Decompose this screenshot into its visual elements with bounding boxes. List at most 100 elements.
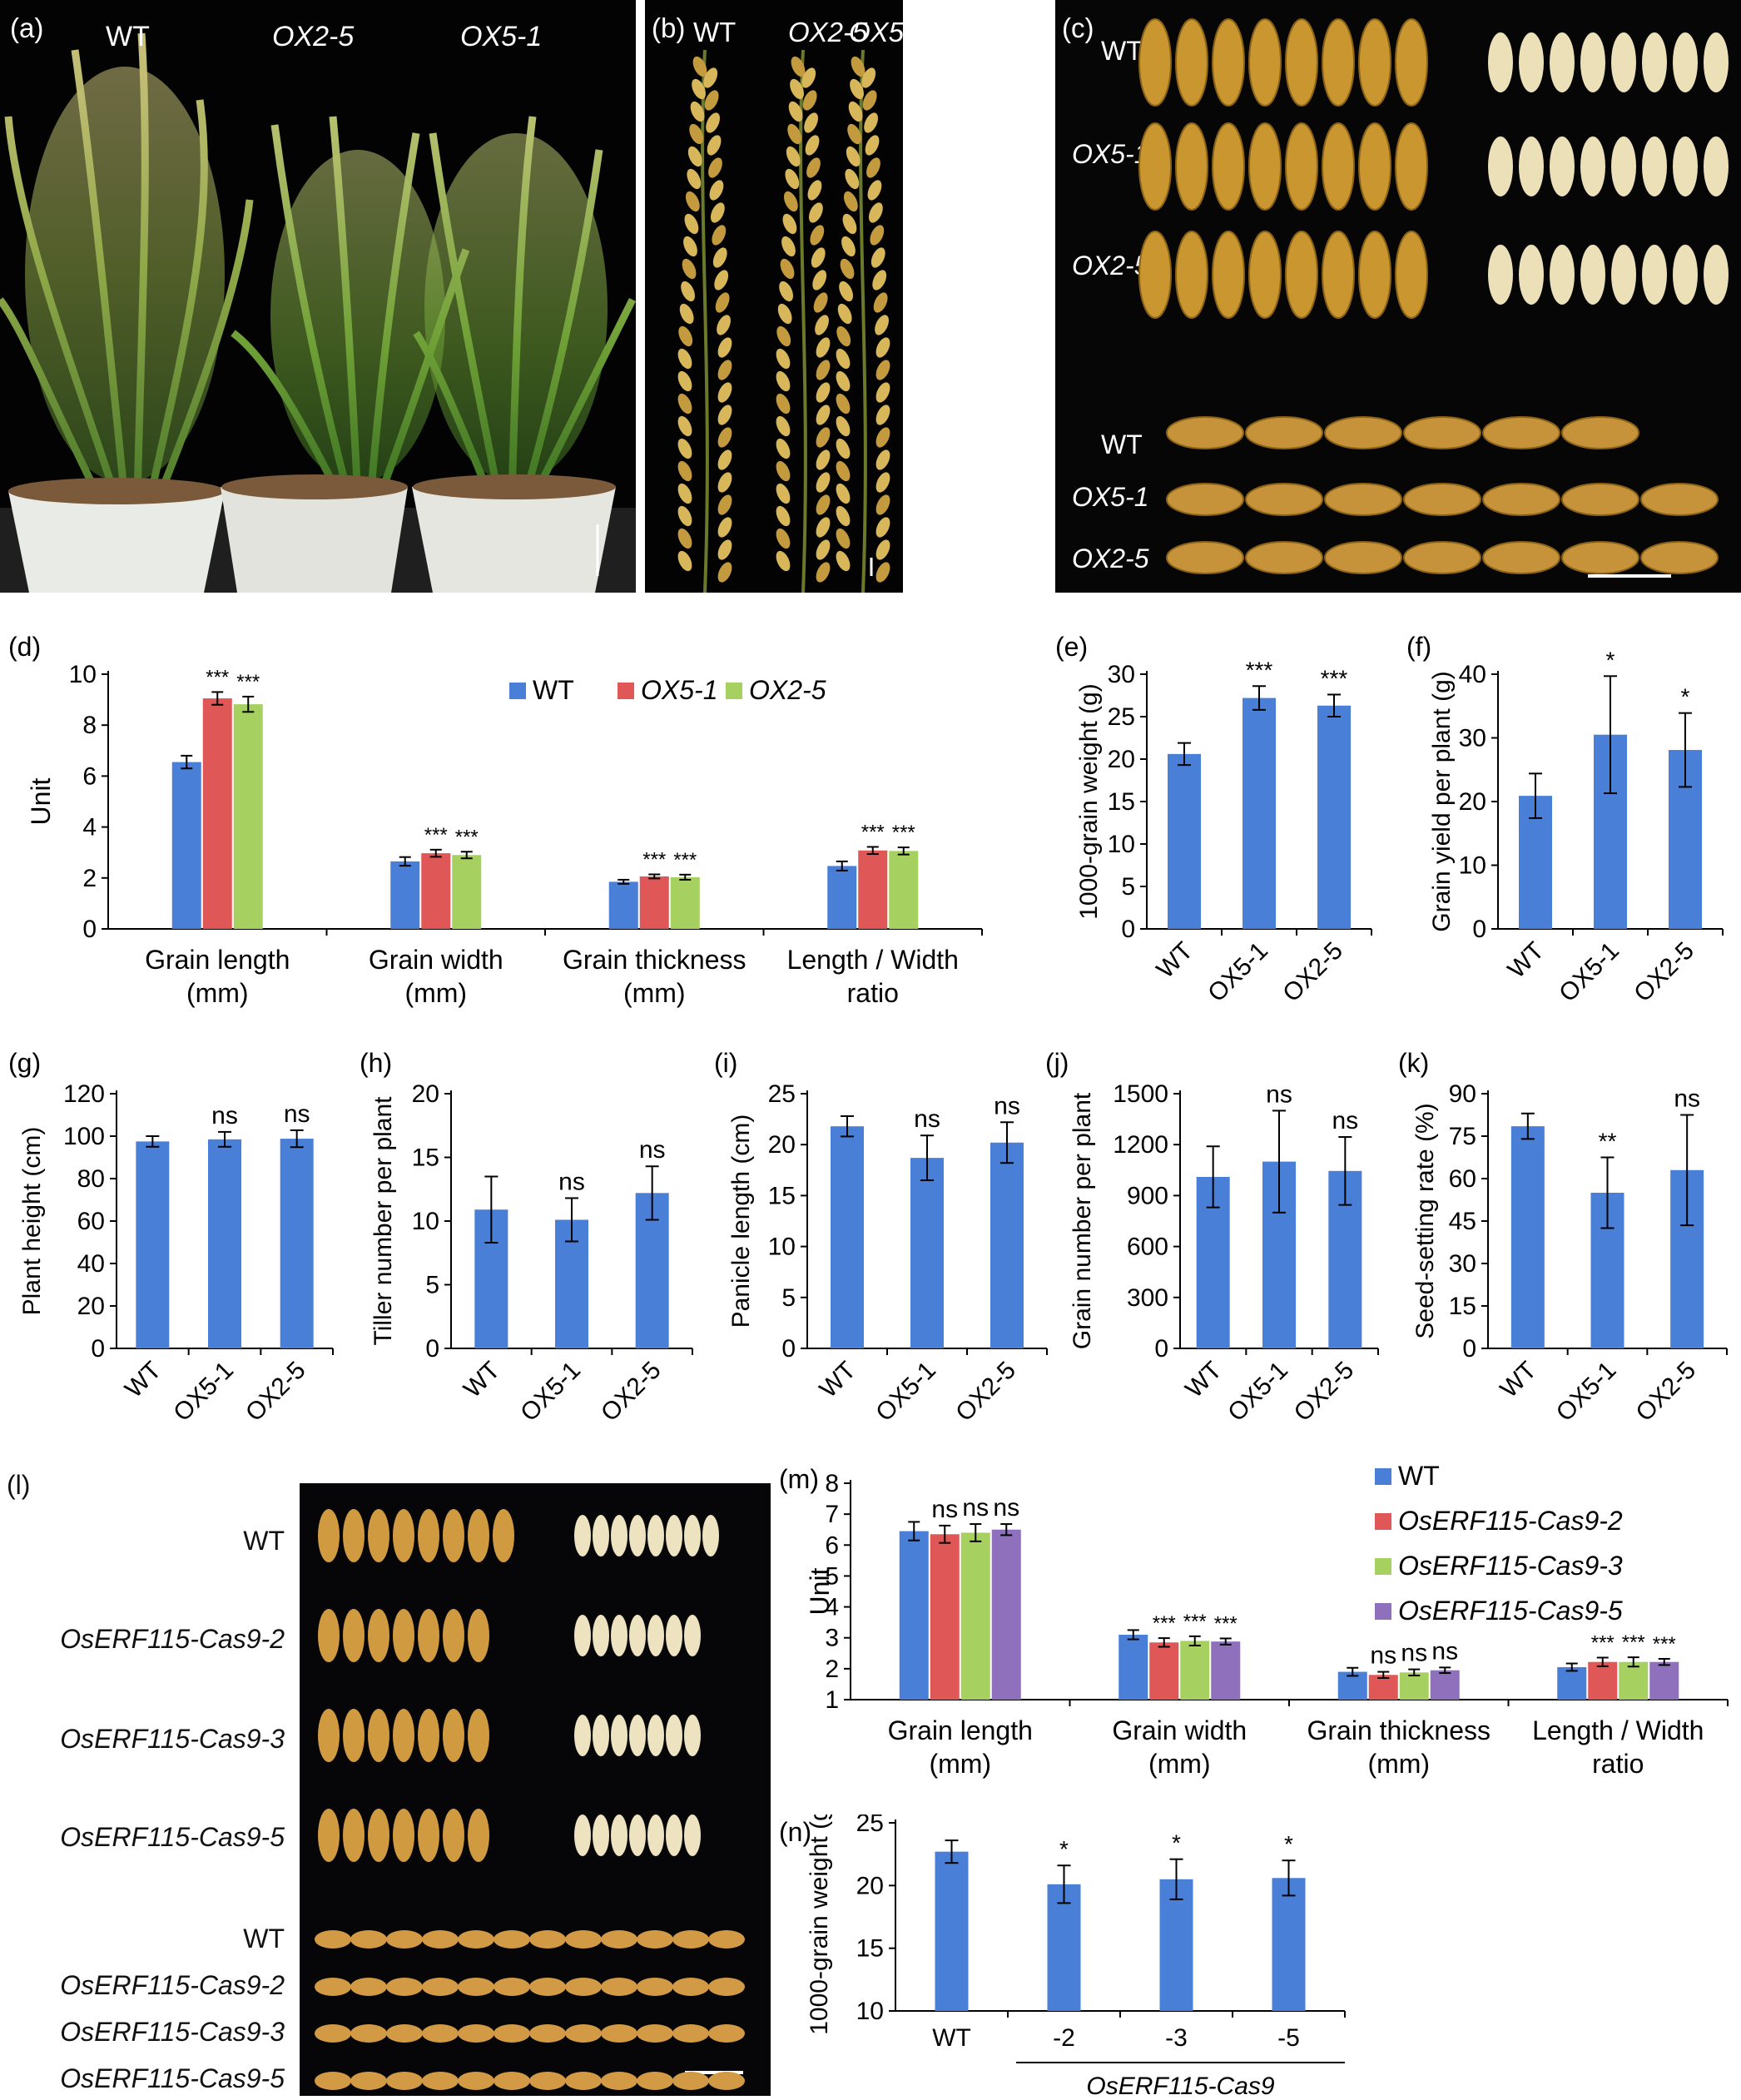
paddy-grain	[493, 1509, 514, 1562]
significance-label: ns	[1370, 1642, 1396, 1670]
y-tick-label: 90	[1449, 1080, 1476, 1108]
paddy-grain	[1212, 18, 1245, 107]
paddy-grain	[1358, 122, 1391, 211]
panicles-photo: (b) WT OX2-5 OX5-1	[652, 12, 903, 593]
grain	[717, 494, 732, 515]
side-grain	[458, 2024, 494, 2043]
grain	[802, 90, 817, 111]
grain	[785, 168, 800, 190]
significance-label: ***	[642, 849, 666, 871]
x-tick-label: -5	[1277, 2024, 1300, 2052]
y-tick-label: 0	[82, 916, 97, 943]
grain	[816, 360, 831, 380]
paddy-grain	[468, 1709, 489, 1762]
side-grain	[422, 2024, 459, 2043]
paddy-grain	[343, 1609, 365, 1662]
paddy-grain	[1395, 18, 1428, 107]
side-grain	[422, 1930, 459, 1949]
grain	[717, 382, 732, 403]
grain	[865, 135, 880, 156]
y-tick-label: 40	[77, 1250, 105, 1278]
paddy-grain	[418, 1809, 439, 1862]
panel-label: (f)	[1406, 632, 1431, 662]
x-tick-label: WT	[1152, 937, 1198, 984]
y-tick-label: 0	[425, 1335, 439, 1363]
grain	[776, 460, 791, 482]
brown-rice-grain	[1550, 245, 1575, 305]
grain	[805, 135, 820, 156]
brown-rice-grain	[611, 1715, 627, 1756]
x-tick-label: OX5-1	[1203, 937, 1273, 1008]
bar	[1272, 1878, 1306, 2011]
significance-label: ***	[236, 671, 260, 693]
y-tick-label: 60	[77, 1208, 105, 1235]
y-axis-label: Seed-setting rate (%)	[1411, 1103, 1439, 1338]
grain	[717, 337, 732, 358]
side-grain	[1324, 483, 1402, 516]
side-grain	[529, 1978, 566, 1996]
grain	[776, 483, 791, 504]
chart-h: (h) Tiller number per plant 0 5 10 15 20 WT ns OX…	[360, 1048, 693, 1425]
brown-rice-grain	[611, 1515, 627, 1556]
brown-rice-grain	[1611, 32, 1636, 92]
row-label: OsERF115-Cas9-5	[60, 2063, 285, 2093]
grain	[875, 405, 890, 425]
bar	[171, 762, 201, 929]
grain	[816, 562, 831, 583]
grain	[717, 427, 732, 448]
y-tick-label: 6	[825, 1532, 839, 1559]
grain	[692, 78, 706, 100]
side-grain	[637, 1930, 673, 1949]
brown-rice-grain	[1488, 32, 1513, 92]
grain	[704, 90, 719, 111]
brown-rice-grain	[574, 1815, 591, 1856]
row-label: OX2-5	[1072, 251, 1149, 280]
bar	[1557, 1667, 1587, 1700]
paddy-grain	[1322, 231, 1355, 319]
photo-panel-c: (c) WT OX5-1 OX2-5 WT OX5-1 OX2-5	[1055, 0, 1741, 593]
panicle-stem	[799, 49, 807, 593]
legend-entry: OsERF115-Cas9-2	[1398, 1506, 1623, 1536]
bar	[1619, 1661, 1649, 1700]
x-tick-label: (mm)	[623, 978, 686, 1008]
significance-label: ***	[673, 849, 697, 871]
bar	[280, 1139, 314, 1348]
side-grain	[601, 2024, 637, 2043]
grain	[812, 270, 827, 290]
y-tick-label: 80	[77, 1165, 105, 1193]
significance-label: ***	[455, 826, 479, 848]
grain	[677, 528, 692, 549]
paddy-grain	[368, 1709, 389, 1762]
bar	[202, 698, 232, 929]
x-tick-label: Grain thickness	[1307, 1715, 1491, 1745]
brown-rice-grain	[647, 1515, 664, 1556]
panel-label: (h)	[360, 1048, 392, 1078]
grain	[681, 280, 695, 302]
bar	[1149, 1642, 1179, 1700]
brown-rice-grain	[1642, 245, 1667, 305]
panel-label-c: (c)	[1062, 12, 1094, 43]
grain	[790, 78, 804, 100]
grain	[851, 56, 866, 77]
side-grain	[1166, 416, 1244, 449]
y-tick-label: 100	[63, 1123, 105, 1150]
paddy-grain	[343, 1509, 365, 1562]
side-grain	[1640, 541, 1719, 574]
panel-label-l: (l)	[7, 1470, 30, 1500]
grain	[776, 505, 791, 527]
y-tick-label: 20	[77, 1293, 105, 1320]
grain	[816, 427, 831, 448]
row-label: WT	[1101, 429, 1143, 459]
y-tick-label: 2	[82, 865, 97, 892]
significance-label: ***	[1321, 665, 1348, 691]
panel-label: (m)	[779, 1464, 819, 1494]
paddy-grain	[318, 1609, 340, 1662]
x-tick-label: -2	[1053, 2024, 1075, 2052]
grain	[783, 191, 798, 212]
chart-k: (k) Seed-setting rate (%) 0 15 30 45 60 75 90 WT *…	[1398, 1048, 1728, 1425]
grain	[780, 258, 795, 280]
grain	[712, 247, 727, 268]
bar	[858, 850, 888, 929]
row-label: OsERF115-Cas9-3	[60, 2017, 285, 2047]
